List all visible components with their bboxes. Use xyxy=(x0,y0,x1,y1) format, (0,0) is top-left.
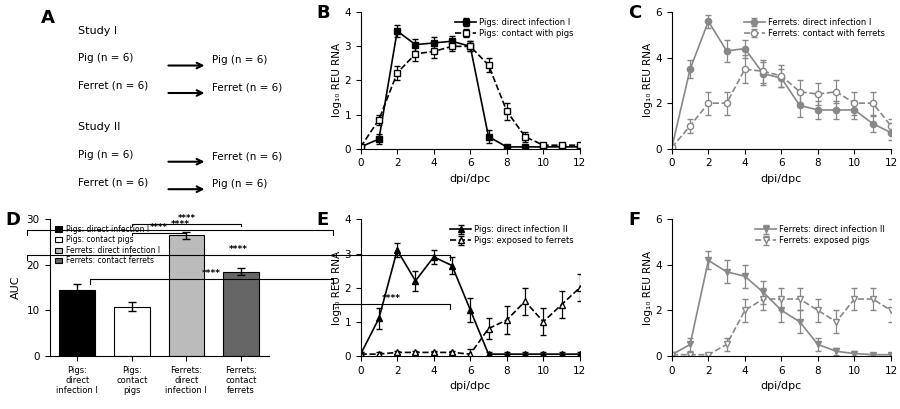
Text: E: E xyxy=(317,211,329,229)
Text: ****: **** xyxy=(229,245,248,254)
Y-axis label: log₁₀ REU RNA: log₁₀ REU RNA xyxy=(643,251,652,325)
X-axis label: dpi/dpc: dpi/dpc xyxy=(760,381,802,391)
Legend: Pigs: direct infection I, Pigs: contact with pigs: Pigs: direct infection I, Pigs: contact … xyxy=(454,16,576,40)
Y-axis label: log₁₀ REU RNA: log₁₀ REU RNA xyxy=(331,43,342,117)
Text: Study II: Study II xyxy=(78,122,121,132)
Text: Pig (n = 6): Pig (n = 6) xyxy=(78,150,133,160)
Legend: Ferrets: direct infection I, Ferrets: contact with ferrets: Ferrets: direct infection I, Ferrets: co… xyxy=(742,16,886,40)
Text: Pig (n = 6): Pig (n = 6) xyxy=(78,54,133,63)
Text: Ferret (n = 6): Ferret (n = 6) xyxy=(78,177,148,187)
Text: Ferret (n = 6): Ferret (n = 6) xyxy=(78,81,148,91)
Text: ****: **** xyxy=(177,214,195,223)
Text: Pig (n = 6): Pig (n = 6) xyxy=(212,55,267,65)
Bar xyxy=(223,272,258,356)
Text: F: F xyxy=(628,211,640,229)
Text: Study I: Study I xyxy=(78,26,117,36)
Text: ****: **** xyxy=(170,220,190,229)
Bar xyxy=(114,307,149,356)
Legend: Pigs: direct infection II, Pigs: exposed to ferrets: Pigs: direct infection II, Pigs: exposed… xyxy=(448,224,576,247)
Text: D: D xyxy=(5,211,21,229)
Y-axis label: log₁₀ REU RNA: log₁₀ REU RNA xyxy=(331,251,342,325)
Text: Ferret (n = 6): Ferret (n = 6) xyxy=(212,151,282,162)
Legend: Pigs: direct infection I, Pigs: contact pigs, Ferrets: direct infection I, Ferre: Pigs: direct infection I, Pigs: contact … xyxy=(53,223,161,267)
Text: Ferret (n = 6): Ferret (n = 6) xyxy=(212,83,282,93)
Text: Pig (n = 6): Pig (n = 6) xyxy=(212,179,267,189)
Bar xyxy=(168,236,204,356)
Text: B: B xyxy=(317,4,330,22)
Text: ****: **** xyxy=(202,269,221,278)
X-axis label: dpi/dpc: dpi/dpc xyxy=(450,381,491,391)
Text: ****: **** xyxy=(150,223,168,232)
X-axis label: dpi/dpc: dpi/dpc xyxy=(450,174,491,184)
Bar xyxy=(59,290,94,356)
Y-axis label: log₁₀ REU RNA: log₁₀ REU RNA xyxy=(643,43,652,117)
Text: C: C xyxy=(628,4,642,22)
Text: ****: **** xyxy=(382,294,401,303)
Y-axis label: AUC: AUC xyxy=(11,276,21,299)
Text: A: A xyxy=(40,9,55,27)
X-axis label: dpi/dpc: dpi/dpc xyxy=(760,174,802,184)
Legend: Ferrets: direct infection II, Ferrets: exposed pigs: Ferrets: direct infection II, Ferrets: e… xyxy=(753,224,886,247)
